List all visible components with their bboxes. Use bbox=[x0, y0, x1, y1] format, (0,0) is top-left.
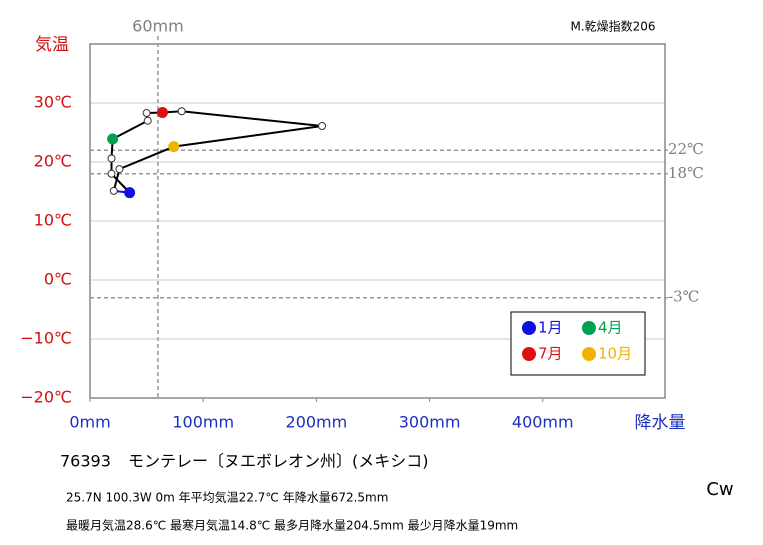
legend-label: 7月 bbox=[538, 345, 563, 363]
month-point bbox=[115, 165, 124, 174]
month-point bbox=[107, 154, 116, 163]
y-axis-label: 気温 bbox=[35, 35, 69, 55]
legend-label: 4月 bbox=[598, 319, 623, 337]
y-tick-label: −20℃ bbox=[20, 388, 72, 407]
reference-label: -3℃ bbox=[668, 288, 699, 306]
legend-box bbox=[510, 311, 646, 376]
legend-marker bbox=[522, 347, 536, 361]
plot-area: −20℃ −10℃ 0℃ 10℃ 20℃ 30℃ 0mm 100mm 200mm 300mm 400… bbox=[20, 17, 704, 432]
info-line: 最暖月気温28.6℃ 最寒月気温14.8℃ 最多月降水量204.5mm 最少月降… bbox=[66, 518, 518, 533]
month-point bbox=[107, 169, 116, 178]
month-point bbox=[156, 106, 168, 118]
month-point bbox=[168, 141, 180, 153]
month-point bbox=[177, 107, 186, 116]
climate-class: Cw bbox=[706, 479, 733, 500]
month-point bbox=[124, 187, 136, 199]
month-point bbox=[318, 122, 327, 131]
legend-marker bbox=[582, 347, 596, 361]
y-tick-label: 10℃ bbox=[34, 211, 72, 230]
plot-frame bbox=[89, 43, 666, 399]
index-label: M.乾燥指数206 bbox=[570, 19, 655, 34]
month-point bbox=[143, 116, 152, 125]
info-line: 25.7N 100.3W 0m 年平均気温22.7℃ 年降水量672.5mm bbox=[66, 490, 388, 505]
y-tick-label: 30℃ bbox=[34, 93, 72, 112]
y-tick-label: 0℃ bbox=[44, 270, 72, 289]
x-axis-label: 降水量 bbox=[635, 413, 686, 433]
x-tick-label: 0mm bbox=[69, 413, 110, 432]
x-tick-label: 100mm bbox=[172, 413, 234, 432]
station-id: 76393 bbox=[60, 452, 111, 471]
month-point bbox=[109, 186, 118, 195]
legend-marker bbox=[522, 321, 536, 335]
x-tick-label: 400mm bbox=[512, 413, 574, 432]
reference-label: 60mm bbox=[132, 17, 184, 36]
station-name: モンテレー〔ヌエボレオン州〕(メキシコ) bbox=[128, 452, 429, 471]
y-tick-label: 20℃ bbox=[34, 152, 72, 171]
reference-label: 22℃ bbox=[668, 140, 704, 158]
legend-label: 10月 bbox=[598, 345, 632, 363]
x-tick-label: 300mm bbox=[399, 413, 461, 432]
month-point bbox=[107, 133, 119, 145]
month-point bbox=[142, 109, 151, 118]
y-tick-label: −10℃ bbox=[20, 329, 72, 348]
reference-label: 18℃ bbox=[668, 164, 704, 182]
x-tick-label: 200mm bbox=[286, 413, 348, 432]
legend-marker bbox=[582, 321, 596, 335]
legend-label: 1月 bbox=[538, 319, 563, 337]
